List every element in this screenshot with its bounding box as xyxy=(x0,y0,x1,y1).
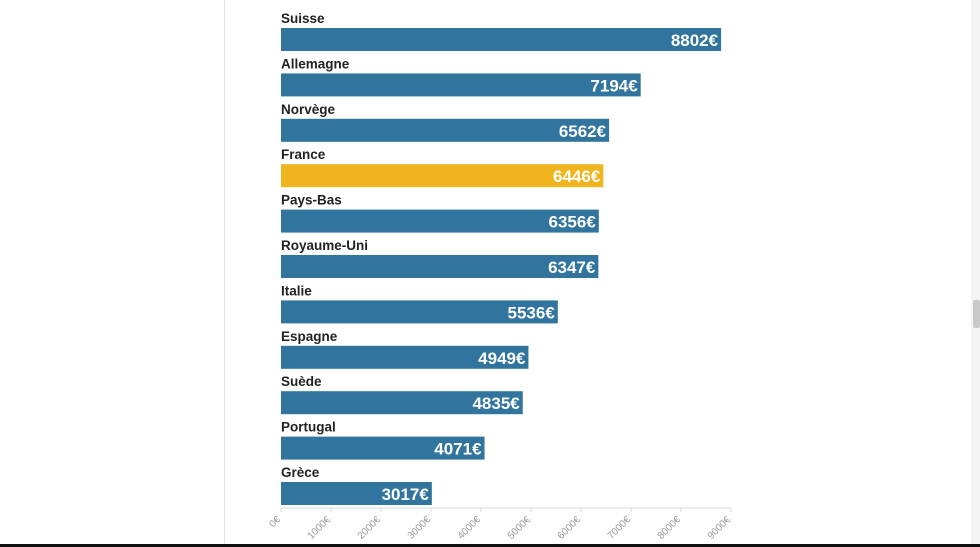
scrollbar-track[interactable] xyxy=(971,0,980,547)
value-label: 6347€ xyxy=(548,258,596,277)
value-label: 8802€ xyxy=(671,31,719,50)
bar xyxy=(281,73,641,97)
value-label: 6562€ xyxy=(559,122,607,141)
value-label: 4835€ xyxy=(472,394,520,413)
category-label: Grèce xyxy=(281,465,320,480)
bar xyxy=(281,118,610,142)
page-divider xyxy=(224,0,225,547)
bar xyxy=(281,255,599,278)
bottom-border xyxy=(0,544,980,547)
value-label: 6446€ xyxy=(553,167,601,186)
category-label: Espagne xyxy=(281,329,338,344)
x-tick-label: 2000€ xyxy=(356,514,384,542)
category-label: Portugal xyxy=(281,420,336,435)
category-label: Italie xyxy=(281,283,312,298)
x-tick-label: 6000€ xyxy=(556,514,584,542)
bar xyxy=(281,391,523,415)
bar xyxy=(281,345,529,369)
bar xyxy=(281,300,558,324)
bar xyxy=(281,482,432,505)
x-tick-label: 3000€ xyxy=(406,514,434,542)
category-label: France xyxy=(281,147,326,162)
category-label: Royaume-Uni xyxy=(281,238,368,253)
x-tick-label: 8000€ xyxy=(656,514,684,542)
bar xyxy=(281,209,599,233)
x-tick-label: 1000€ xyxy=(306,514,334,542)
bar xyxy=(281,28,722,51)
category-label: Suisse xyxy=(281,11,325,26)
x-tick-label: 7000€ xyxy=(606,514,634,542)
value-label: 4949€ xyxy=(478,349,526,368)
scrollbar-thumb[interactable] xyxy=(973,300,980,328)
category-label: Allemagne xyxy=(281,56,350,71)
category-label: Norvège xyxy=(281,102,336,117)
bar xyxy=(281,436,485,460)
category-label: Pays-Bas xyxy=(281,193,342,208)
x-tick-label: 0€ xyxy=(267,514,283,530)
category-label: Suède xyxy=(281,374,322,389)
value-label: 3017€ xyxy=(382,485,430,504)
value-label: 5536€ xyxy=(508,303,556,322)
x-tick-label: 5000€ xyxy=(506,514,534,542)
value-label: 7194€ xyxy=(590,76,638,95)
x-tick-label: 4000€ xyxy=(456,514,484,542)
value-label: 6356€ xyxy=(549,213,597,232)
value-label: 4071€ xyxy=(434,440,482,459)
bar-highlight xyxy=(281,164,604,188)
x-tick-label: 9000€ xyxy=(706,514,734,542)
